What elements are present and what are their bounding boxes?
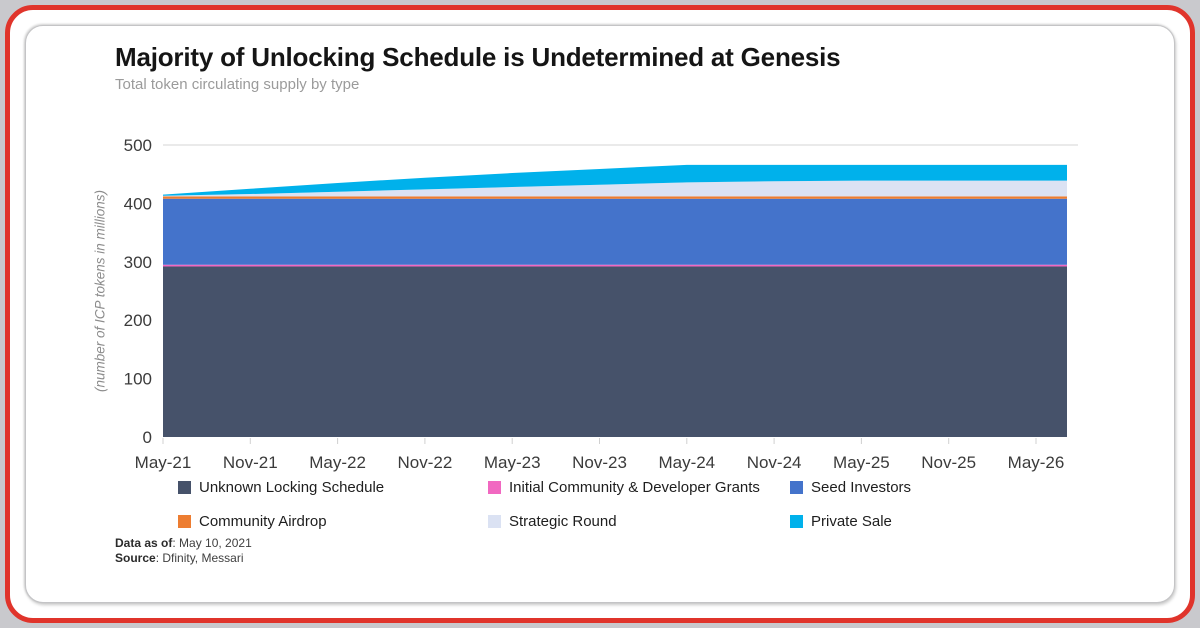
- legend-item-strategic-round: Strategic Round: [488, 513, 790, 530]
- legend-item-private-sale: Private Sale: [790, 513, 1038, 530]
- y-tick-label: 100: [124, 370, 152, 389]
- x-tick-label: May-21: [135, 453, 192, 472]
- legend-swatch-icon: [488, 481, 501, 494]
- source-note: Source: Dfinity, Messari: [115, 551, 252, 566]
- area-seed-investors: [163, 198, 1067, 265]
- x-tick-label: Nov-23: [572, 453, 627, 472]
- legend-item-initial-community-developer-grants: Initial Community & Developer Grants: [488, 479, 790, 496]
- data-as-of-value: : May 10, 2021: [172, 536, 252, 550]
- area-strategic-round: [163, 180, 1067, 197]
- y-tick-label: 500: [124, 136, 152, 155]
- data-as-of-label: Data as of: [115, 536, 173, 550]
- legend-swatch-icon: [178, 481, 191, 494]
- x-tick-label: Nov-21: [223, 453, 278, 472]
- chart-footnotes: Data as of: May 10, 2021 Source: Dfinity…: [115, 536, 252, 566]
- y-tick-label: 300: [124, 253, 152, 272]
- legend-label: Seed Investors: [811, 479, 912, 496]
- legend-label: Initial Community & Developer Grants: [509, 479, 760, 496]
- y-tick-label: 200: [124, 311, 152, 330]
- x-tick-label: May-25: [833, 453, 890, 472]
- chart-legend: Unknown Locking Schedule Initial Communit…: [178, 479, 1038, 530]
- y-tick-label: 400: [124, 194, 152, 213]
- y-tick-label: 0: [143, 428, 152, 447]
- legend-label: Unknown Locking Schedule: [199, 479, 385, 496]
- legend-item-seed-investors: Seed Investors: [790, 479, 1038, 496]
- source-value: : Dfinity, Messari: [155, 551, 244, 565]
- chart-title: Majority of Unlocking Schedule is Undete…: [115, 42, 841, 72]
- legend-item-unknown-locking-schedule: Unknown Locking Schedule: [178, 479, 488, 496]
- legend-label: Private Sale: [811, 513, 892, 530]
- legend-label: Community Airdrop: [199, 513, 327, 530]
- chart-subtitle: Total token circulating supply by type: [115, 76, 360, 93]
- data-as-of-note: Data as of: May 10, 2021: [115, 536, 252, 551]
- legend-label: Strategic Round: [509, 513, 617, 530]
- legend-item-community-airdrop: Community Airdrop: [178, 513, 488, 530]
- x-tick-label: Nov-24: [747, 453, 802, 472]
- area-private-sale: [163, 164, 1067, 196]
- area-initial-community-developer-grants: [163, 264, 1067, 267]
- area-community-airdrop: [163, 196, 1067, 199]
- x-tick-label: May-23: [484, 453, 541, 472]
- x-tick-label: Nov-22: [397, 453, 452, 472]
- area-unknown-locking-schedule: [163, 266, 1067, 437]
- x-tick-label: Nov-25: [921, 453, 976, 472]
- x-tick-label: May-22: [309, 453, 366, 472]
- x-tick-label: May-24: [658, 453, 715, 472]
- legend-swatch-icon: [790, 481, 803, 494]
- legend-swatch-icon: [790, 515, 803, 528]
- x-tick-label: May-26: [1008, 453, 1065, 472]
- legend-swatch-icon: [178, 515, 191, 528]
- legend-swatch-icon: [488, 515, 501, 528]
- source-label: Source: [115, 551, 156, 565]
